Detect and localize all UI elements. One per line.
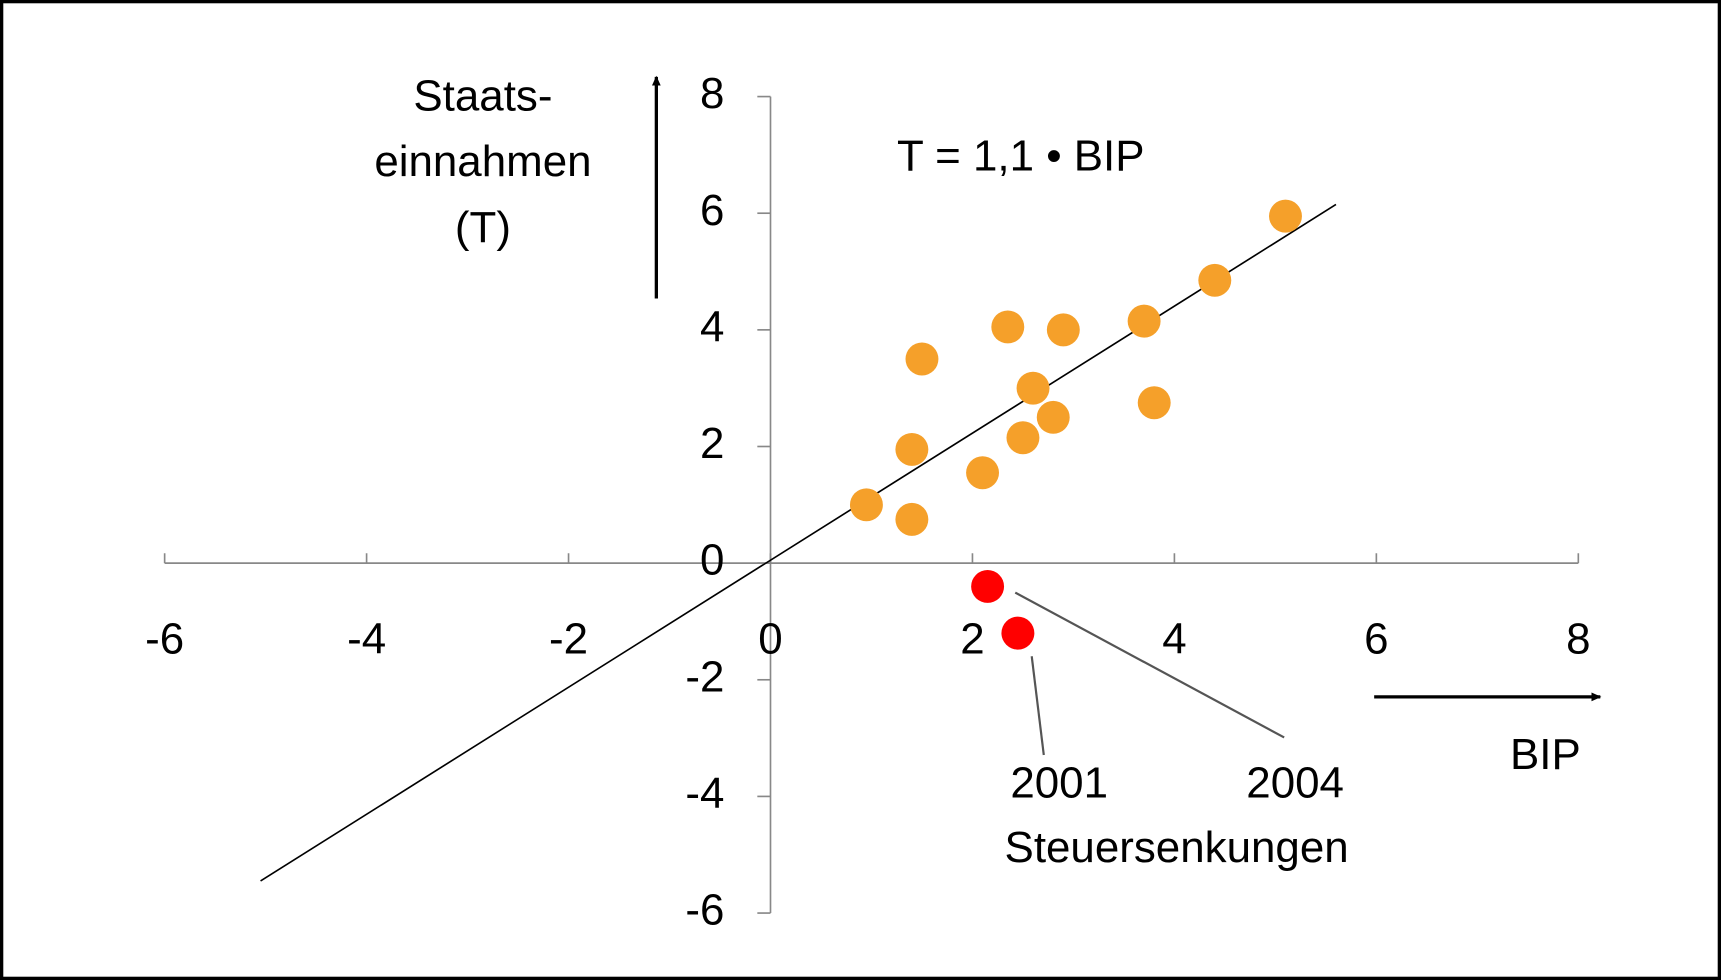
- y-tick-label: 8: [700, 69, 724, 118]
- point: [971, 570, 1005, 603]
- x-tick-label: 4: [1162, 615, 1186, 664]
- point: [1137, 386, 1171, 420]
- point: [1006, 421, 1040, 455]
- x-tick-label: 8: [1566, 615, 1590, 664]
- point: [1198, 263, 1232, 297]
- point: [1001, 616, 1035, 650]
- y-tick-label: 6: [700, 186, 724, 235]
- y-tick-label: 2: [700, 419, 724, 468]
- point: [849, 488, 883, 522]
- equation: T = 1,1 • BIP: [897, 132, 1145, 181]
- y-tick-label: -6: [685, 886, 724, 935]
- point: [966, 456, 1000, 490]
- point: [1269, 199, 1302, 233]
- point: [991, 310, 1025, 344]
- y-tick-label: -4: [685, 769, 724, 818]
- point: [1046, 313, 1080, 347]
- y-tick-label: -2: [685, 652, 724, 701]
- x-tick-label: 0: [758, 615, 782, 664]
- x-tick-label: -6: [145, 615, 184, 664]
- point: [895, 502, 929, 536]
- x-tick-label: -2: [549, 615, 588, 664]
- annotation: 2004: [1246, 758, 1344, 807]
- x-tick-label: -4: [347, 615, 386, 664]
- point: [1036, 400, 1070, 434]
- point: [1016, 371, 1050, 405]
- y-tick-label: 0: [700, 536, 724, 585]
- y-label: (T): [455, 203, 511, 252]
- connector: [1014, 591, 1285, 739]
- x-label: BIP: [1510, 730, 1581, 779]
- x-tick-label: 6: [1364, 615, 1388, 664]
- y-tick-label: 4: [700, 302, 724, 351]
- y-label: Staats-: [413, 71, 552, 120]
- connector: [1030, 656, 1045, 756]
- annotation: Steuersenkungen: [1005, 823, 1349, 872]
- point: [1127, 304, 1161, 338]
- y-label: einnahmen: [374, 137, 591, 186]
- point: [905, 342, 939, 376]
- annotation: 2001: [1010, 758, 1108, 807]
- point: [895, 432, 929, 466]
- x-tick-label: 2: [960, 615, 984, 664]
